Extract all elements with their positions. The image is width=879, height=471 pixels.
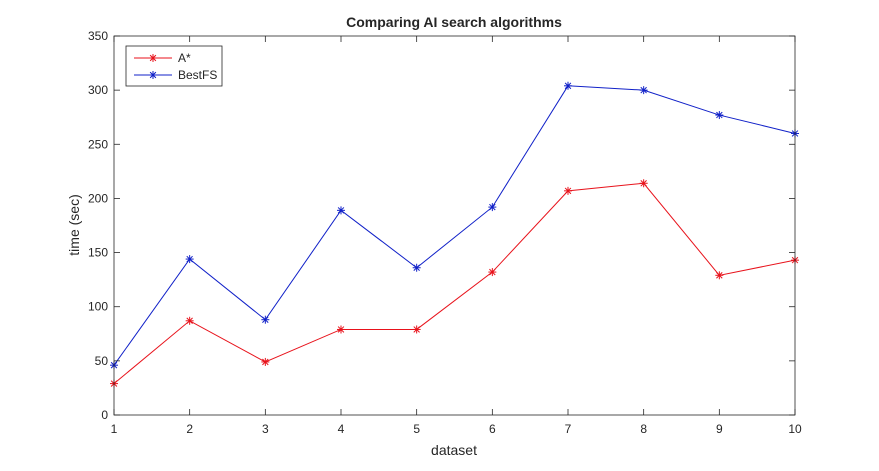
y-tick-label: 150 (88, 246, 108, 260)
y-tick-label: 350 (88, 29, 108, 43)
data-point (715, 271, 724, 280)
x-tick-label: 7 (565, 422, 572, 436)
y-tick-label: 300 (88, 83, 108, 97)
x-tick-label: 3 (262, 422, 269, 436)
data-point (261, 315, 270, 324)
x-tick-label: 8 (640, 422, 647, 436)
x-tick-label: 9 (716, 422, 723, 436)
x-axis-label: dataset (431, 442, 477, 458)
series-bestfs (110, 81, 799, 370)
x-tick-label: 10 (788, 422, 802, 436)
legend-label: BestFS (178, 68, 217, 82)
x-tick-label: 5 (413, 422, 420, 436)
plot-box (113, 35, 796, 416)
legend-label: A* (178, 51, 191, 65)
data-point (564, 81, 572, 90)
data-point (185, 255, 194, 264)
y-tick-label: 200 (88, 191, 108, 205)
data-point (261, 357, 270, 366)
data-point (715, 111, 724, 120)
plot-background (114, 36, 795, 415)
series-line (113, 85, 796, 366)
y-axis-label: time (sec) (66, 194, 82, 255)
y-tick-label: 100 (88, 300, 108, 314)
data-point (488, 268, 497, 277)
x-tick-label: 6 (489, 422, 496, 436)
x-tick-label: 1 (111, 422, 118, 436)
legend-marker (149, 54, 157, 62)
legend-marker (149, 71, 157, 79)
legend-box (125, 45, 223, 87)
legend: A* BestFS (125, 45, 223, 87)
data-point (412, 325, 421, 334)
x-tick-label: 2 (186, 422, 193, 436)
data-point (488, 203, 497, 212)
chart-title: Comparing AI search algorithms (346, 14, 562, 30)
y-tick-label: 0 (101, 408, 108, 422)
data-point (639, 179, 648, 188)
data-point (185, 316, 194, 325)
data-point (337, 325, 345, 334)
data-point (564, 186, 572, 195)
data-point (639, 86, 648, 95)
series-line (113, 182, 796, 384)
data-point (337, 206, 345, 215)
y-tick-label: 50 (95, 354, 109, 368)
y-tick-label: 250 (88, 137, 108, 151)
x-tick-label: 4 (338, 422, 345, 436)
data-point (412, 263, 421, 272)
